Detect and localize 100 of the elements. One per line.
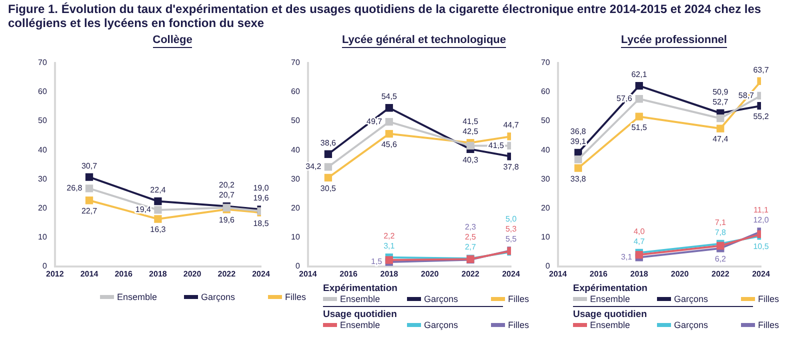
- legend-label: Ensemble: [117, 292, 158, 302]
- data-label: 22,4: [150, 185, 166, 194]
- x-tick-label: 2016: [340, 269, 358, 278]
- x-tick-label: 2024: [752, 269, 770, 278]
- y-tick-label: 70: [38, 58, 48, 68]
- data-label: 42,5: [462, 126, 479, 136]
- legend-label: Filles: [508, 294, 530, 304]
- data-label: 7,1: [714, 218, 726, 227]
- data-label: 51,5: [631, 122, 648, 132]
- x-tick-label: 2018: [630, 269, 649, 278]
- y-tick-label: 10: [290, 232, 300, 242]
- legend-label: Ensemble: [340, 320, 380, 330]
- legend-label: Garçons: [424, 320, 458, 330]
- x-tick-label: 2014: [299, 269, 318, 278]
- x-tick-label: 2014: [549, 269, 568, 278]
- data-label: 47,4: [712, 134, 729, 144]
- y-tick-label: 60: [290, 87, 300, 96]
- data-label: 18,5: [253, 218, 270, 228]
- data-label: 22,7: [81, 206, 98, 216]
- data-label: 52,7: [712, 97, 729, 106]
- data-label: 20,7: [218, 190, 235, 200]
- legend-label: Garçons: [674, 294, 708, 304]
- data-label: 2,5: [464, 232, 476, 242]
- data-label: 55,2: [753, 112, 770, 122]
- data-label: 19,4: [135, 205, 152, 214]
- y-tick-label: 10: [540, 232, 550, 242]
- data-label: 11,1: [754, 206, 770, 215]
- chart-subtitle: Lycée professionnel: [621, 34, 727, 48]
- legend-label: Garçons: [201, 292, 236, 302]
- y-tick-label: 70: [540, 58, 550, 68]
- data-label: 2,3: [464, 222, 476, 232]
- x-tick-label: 2020: [670, 269, 690, 278]
- data-label: 41,5: [462, 116, 479, 126]
- y-tick-label: 50: [290, 116, 300, 126]
- legend-label: Garçons: [424, 294, 458, 304]
- y-tick-label: 40: [540, 145, 550, 154]
- data-label: 16,3: [150, 225, 166, 234]
- data-label: 50,9: [712, 87, 729, 96]
- x-tick-label: 2024: [252, 269, 270, 278]
- y-tick-label: 20: [38, 203, 48, 212]
- data-label: 45,6: [381, 140, 398, 149]
- x-tick-label: 2020: [420, 269, 440, 278]
- x-tick-label: 2022: [711, 269, 730, 278]
- y-tick-label: 0: [42, 262, 48, 271]
- y-tick-label: 40: [38, 145, 48, 154]
- data-label: 19,0: [253, 184, 270, 193]
- legend-label: Filles: [758, 320, 780, 330]
- data-label: 5,0: [505, 214, 518, 224]
- data-label: 2,7: [464, 242, 476, 252]
- data-label: 4,0: [634, 226, 646, 236]
- y-tick-label: 20: [290, 203, 300, 212]
- y-tick-label: 30: [290, 174, 300, 184]
- data-label: 62,1: [631, 70, 648, 79]
- y-tick-label: 50: [540, 116, 550, 126]
- data-label: 2,2: [384, 232, 396, 241]
- y-tick-label: 0: [295, 262, 300, 271]
- y-tick-label: 30: [38, 174, 48, 184]
- data-label: 5,5: [505, 234, 518, 244]
- y-tick-label: 40: [290, 145, 300, 154]
- data-label: 63,7: [753, 65, 770, 74]
- y-tick-label: 20: [540, 203, 550, 212]
- legend-label: Filles: [758, 294, 780, 304]
- data-label: 39,1: [570, 136, 587, 146]
- y-tick-label: 70: [290, 58, 300, 68]
- y-tick-label: 30: [540, 174, 550, 184]
- legend-label: Garçons: [674, 320, 708, 330]
- y-tick-label: 0: [545, 262, 550, 271]
- data-label: 40,3: [462, 155, 479, 164]
- data-label: 26,8: [66, 184, 83, 193]
- y-tick-label: 60: [540, 87, 550, 96]
- data-label: 34,2: [306, 162, 322, 172]
- data-label: 30,7: [81, 161, 98, 170]
- x-tick-label: 2022: [218, 269, 236, 278]
- data-label: 30,5: [320, 184, 337, 193]
- legend-label: Ensemble: [590, 294, 630, 304]
- y-tick-label: 60: [38, 87, 48, 96]
- text: Expérimentation: [573, 283, 648, 294]
- chart-subtitle: Lycée général et technologique: [342, 34, 506, 48]
- data-label: 3,1: [621, 252, 633, 262]
- data-label: 5,3: [505, 224, 518, 234]
- data-label: 36,8: [570, 126, 587, 136]
- data-label: 1,5: [371, 257, 383, 266]
- text: Expérimentation: [323, 283, 398, 294]
- x-tick-label: 2016: [114, 269, 134, 278]
- x-tick-label: 2018: [149, 269, 168, 278]
- legend-label: Filles: [508, 320, 530, 330]
- x-tick-label: 2022: [461, 269, 480, 278]
- x-tick-label: 2016: [590, 269, 608, 278]
- y-tick-label: 50: [38, 116, 48, 126]
- x-tick-label: 2020: [183, 269, 202, 278]
- x-tick-label: 2012: [46, 269, 64, 278]
- x-tick-label: 2018: [380, 269, 399, 278]
- text: Usage quotidien: [323, 309, 398, 320]
- x-tick-label: 2024: [502, 269, 520, 278]
- data-label: 4,7: [634, 236, 646, 246]
- data-label: 12,0: [753, 216, 770, 225]
- legend-label: Filles: [285, 292, 306, 302]
- data-label: 44,7: [503, 120, 520, 130]
- data-label: 7,8: [714, 228, 726, 237]
- data-label: 37,8: [503, 162, 520, 172]
